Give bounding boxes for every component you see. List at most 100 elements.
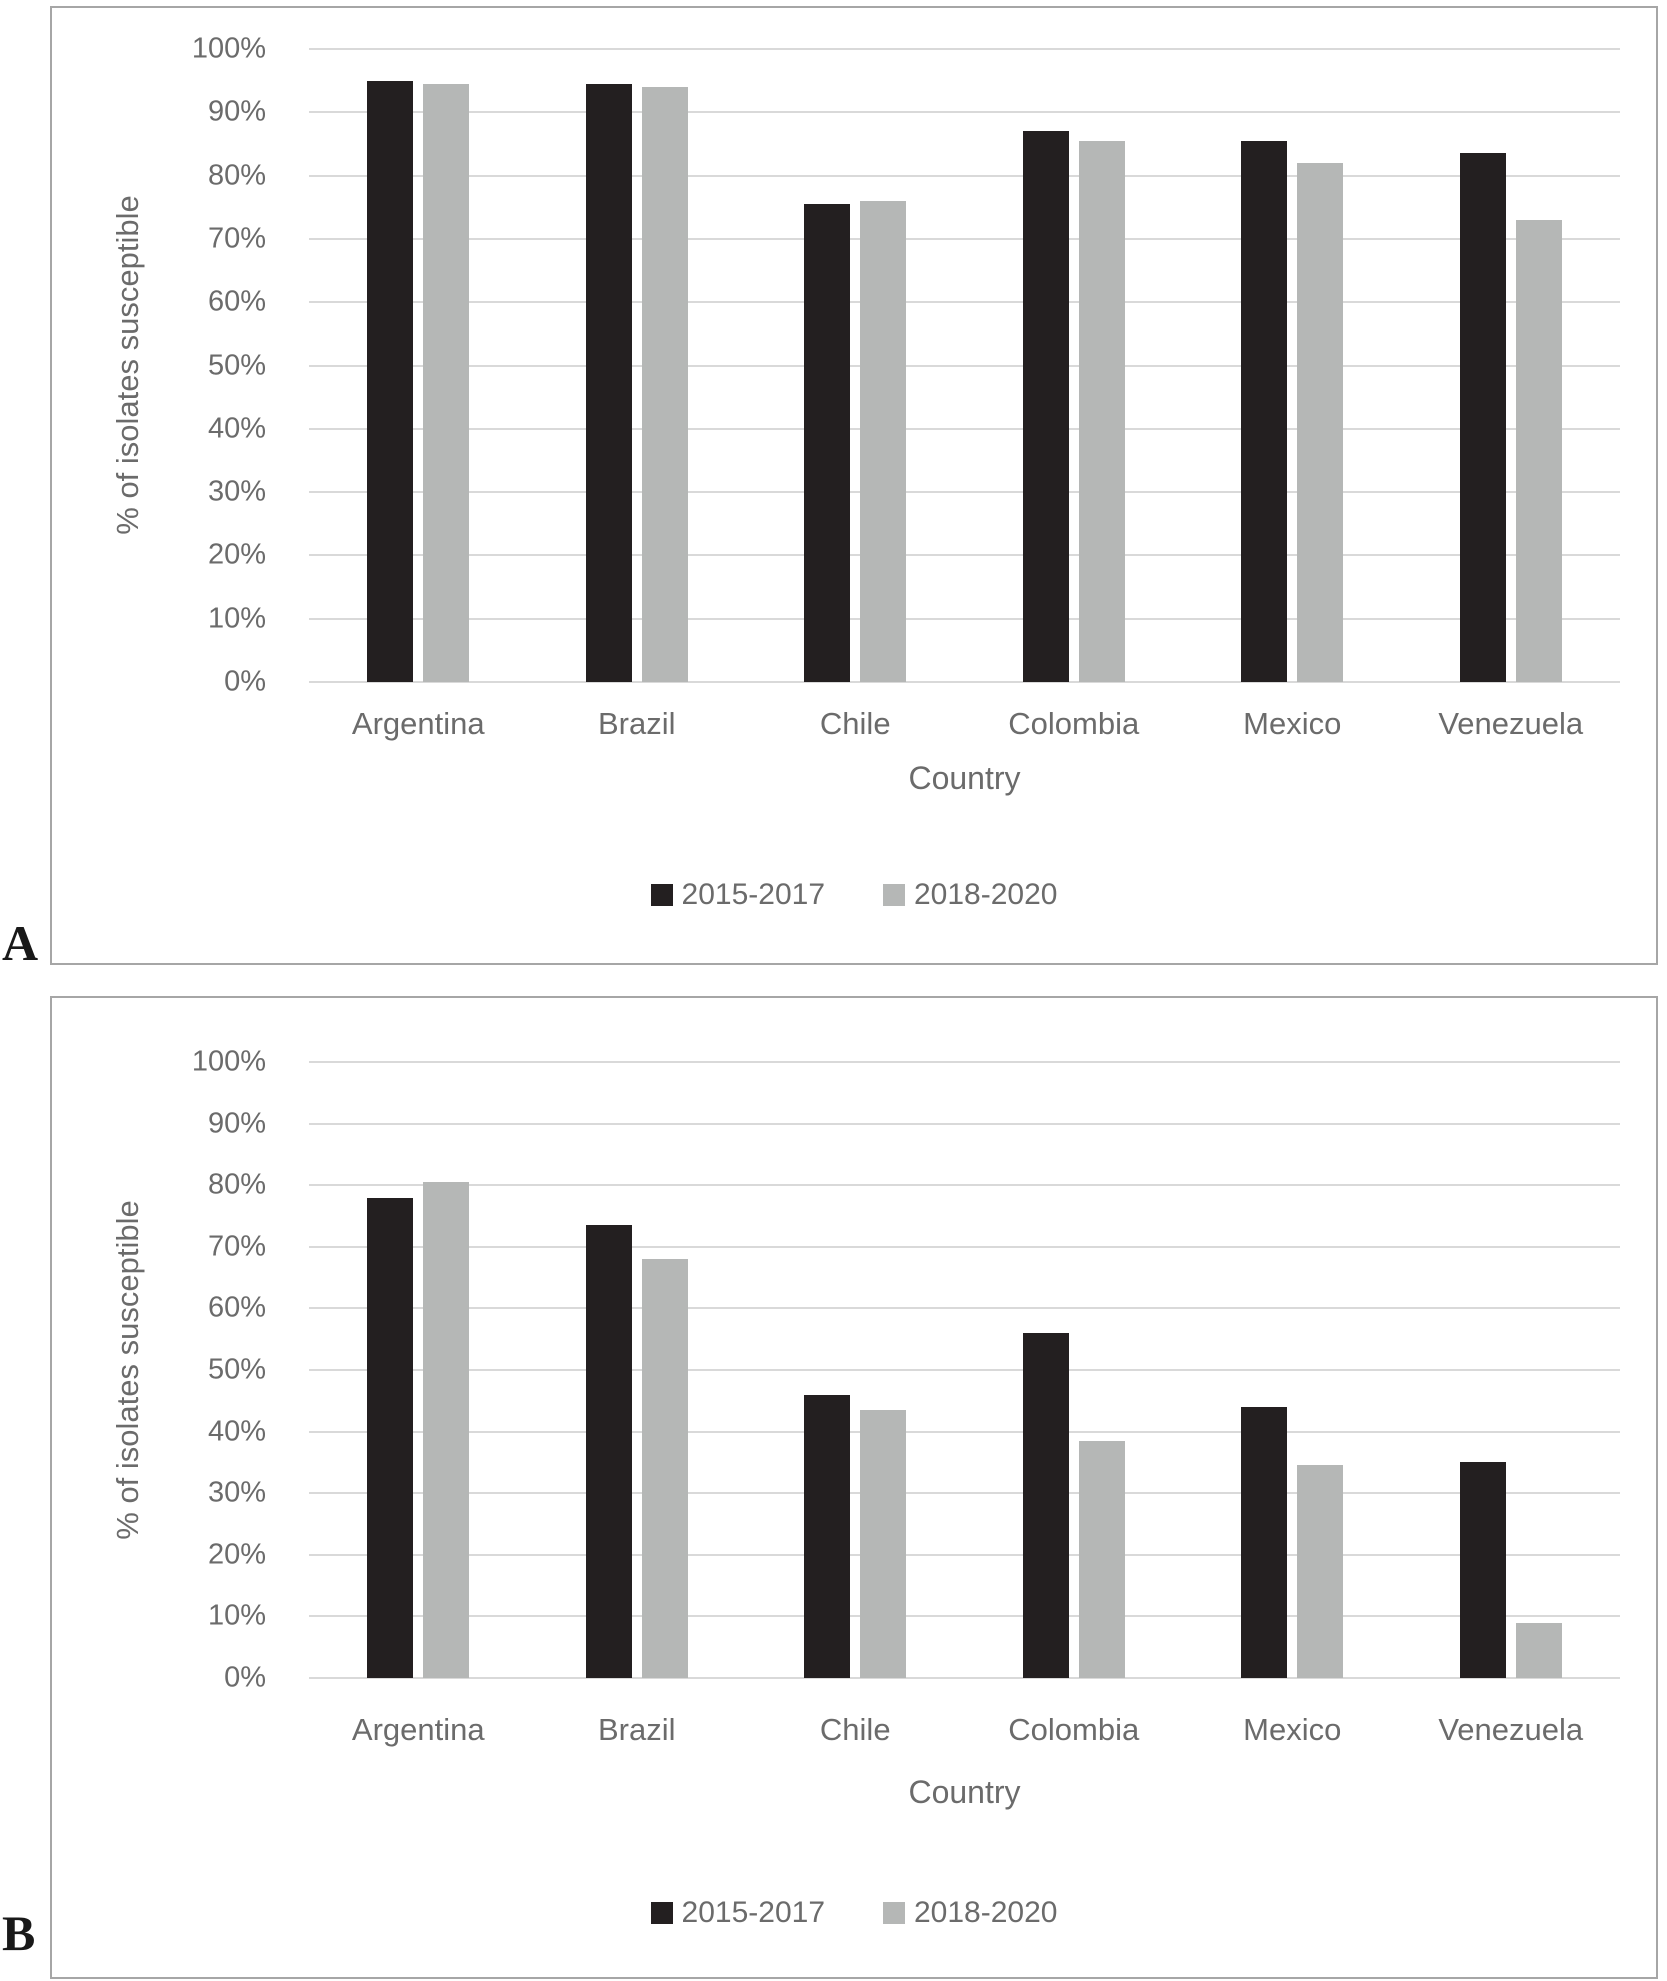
- legend-label-2015-2017: 2015-2017: [681, 878, 825, 911]
- x-label-argentina: Argentina: [351, 1712, 485, 1747]
- bar-2018-2020-chile: [860, 200, 907, 682]
- y-tick-label-50: 50%: [207, 349, 266, 381]
- x-label-venezuela: Venezuela: [1438, 706, 1584, 741]
- y-tick-label-30: 30%: [207, 1476, 266, 1509]
- bar-2018-2020-mexico: [1297, 162, 1344, 682]
- bar-2015-2017-argentina: [367, 1197, 414, 1678]
- legend-label-2018-2020: 2018-2020: [914, 878, 1058, 911]
- x-axis-title: Country: [908, 1774, 1021, 1810]
- bar-group-venezuela: [1402, 49, 1621, 682]
- x-label-chile: Chile: [819, 706, 891, 741]
- y-tick-label-10: 10%: [207, 602, 266, 635]
- bar-group-mexico: [1183, 49, 1402, 682]
- panel-a: 100% 90% 80% 70% 60% 50% 40% 30% 20% 10% 0% % of i…: [50, 6, 1658, 965]
- gridline-100: [309, 48, 1620, 50]
- legend-swatch-2015-2017: [650, 884, 673, 906]
- y-tick-label-0: 0%: [224, 665, 266, 698]
- bar-2018-2020-colombia: [1078, 1440, 1125, 1678]
- y-tick-label-30: 30%: [207, 475, 266, 508]
- y-axis-tick-labels: 100% 90% 80% 70% 60% 50% 40% 30% 20% 10% 0%: [52, 1046, 266, 1694]
- legend-swatch-2018-2020: [883, 884, 905, 906]
- legend-entry-2018-2020: 2018-2020: [883, 1896, 1057, 1930]
- y-axis-tick-labels: 100% 90% 80% 70% 60% 50% 40% 30% 20% 10% 0%: [52, 33, 266, 698]
- panel-b: 100% 90% 80% 70% 60% 50% 40% 30% 20% 10% 0% % of i…: [50, 996, 1658, 1979]
- y-axis-title: % of isolates susceptible: [110, 195, 145, 535]
- bar-group-colombia: [965, 1062, 1184, 1678]
- bar-2018-2020-brazil: [641, 1259, 688, 1678]
- y-tick-label-60: 60%: [207, 285, 266, 318]
- x-label-venezuela: Venezuela: [1438, 1712, 1584, 1747]
- bar-2015-2017-brazil: [585, 83, 632, 682]
- gridline-0: [309, 1677, 1620, 1679]
- y-tick-label-0: 0%: [224, 1661, 266, 1694]
- gridline-60: [309, 301, 1620, 304]
- gridline-80: [309, 174, 1620, 177]
- gridline-70: [309, 1245, 1620, 1248]
- bar-2015-2017-colombia: [1022, 131, 1069, 682]
- y-tick-label-100: 100%: [191, 1045, 266, 1078]
- x-label-colombia: Colombia: [1008, 1712, 1140, 1747]
- y-tick-label-100: 100%: [191, 32, 266, 65]
- y-tick-label-60: 60%: [207, 1291, 266, 1324]
- legend-entry-2018-2020: 2018-2020: [883, 878, 1057, 912]
- x-label-colombia: Colombia: [1008, 706, 1140, 741]
- y-tick-label-20: 20%: [207, 1538, 266, 1571]
- gridline-10: [309, 1615, 1620, 1618]
- gridline-100: [309, 1061, 1620, 1063]
- y-tick-label-90: 90%: [207, 1107, 266, 1140]
- x-axis-title: Country: [908, 760, 1021, 796]
- y-axis-title: % of isolates susceptible: [110, 1200, 145, 1540]
- bar-2018-2020-venezuela: [1515, 1622, 1562, 1678]
- legend-label-2018-2020: 2018-2020: [914, 1896, 1058, 1929]
- y-tick-label-70: 70%: [207, 222, 266, 255]
- bar-2018-2020-argentina: [423, 1182, 470, 1678]
- gridline-90: [309, 111, 1620, 114]
- bar-2018-2020-argentina: [423, 83, 470, 682]
- bar-2015-2017-mexico: [1241, 1406, 1288, 1678]
- gridline-60: [309, 1307, 1620, 1310]
- y-tick-label-90: 90%: [207, 95, 266, 128]
- y-tick-label-80: 80%: [207, 159, 266, 192]
- y-tick-label-40: 40%: [207, 412, 266, 445]
- x-label-argentina: Argentina: [351, 706, 485, 741]
- plot-area: [309, 1061, 1620, 1679]
- panel-letter-b: B: [2, 1905, 36, 1961]
- gridline-30: [309, 491, 1620, 494]
- gridline-0: [309, 681, 1620, 683]
- legend-entry-2015-2017: 2015-2017: [650, 878, 825, 912]
- gridline-30: [309, 1492, 1620, 1495]
- bar-2015-2017-venezuela: [1459, 153, 1506, 682]
- y-tick-label-80: 80%: [207, 1168, 266, 1201]
- bar-2015-2017-venezuela: [1459, 1462, 1506, 1678]
- bar-group-venezuela: [1402, 1062, 1621, 1678]
- y-tick-label-20: 20%: [207, 538, 266, 571]
- gridline-80: [309, 1184, 1620, 1187]
- bar-2018-2020-mexico: [1297, 1465, 1344, 1678]
- gridline-90: [309, 1122, 1620, 1125]
- bar-group-argentina: [309, 1062, 528, 1678]
- bar-2015-2017-brazil: [585, 1225, 632, 1678]
- y-tick-label-50: 50%: [207, 1353, 266, 1386]
- x-label-chile: Chile: [819, 1712, 891, 1747]
- gridline-40: [309, 427, 1620, 430]
- gridline-70: [309, 237, 1620, 240]
- bar-2015-2017-argentina: [367, 80, 414, 682]
- gridline-20: [309, 1553, 1620, 1556]
- bar-groups: [309, 1062, 1620, 1678]
- bar-group-argentina: [309, 49, 528, 682]
- bar-groups: [309, 49, 1620, 682]
- y-tick-label-40: 40%: [207, 1415, 266, 1448]
- bar-2015-2017-mexico: [1241, 140, 1288, 682]
- bar-group-chile: [746, 1062, 965, 1678]
- x-axis-category-labels: Argentina Brazil Chile Colombia Mexico Venezu…: [309, 706, 1620, 742]
- bar-2018-2020-chile: [860, 1410, 907, 1678]
- bar-group-colombia: [965, 49, 1184, 682]
- plot-area: [309, 48, 1620, 683]
- x-label-brazil: Brazil: [597, 1712, 676, 1747]
- bar-group-brazil: [528, 1062, 747, 1678]
- bar-group-mexico: [1183, 1062, 1402, 1678]
- bar-2018-2020-colombia: [1078, 140, 1125, 682]
- bar-2015-2017-chile: [804, 1394, 851, 1678]
- bar-2018-2020-brazil: [641, 86, 688, 682]
- panel-letter-a: A: [2, 915, 39, 971]
